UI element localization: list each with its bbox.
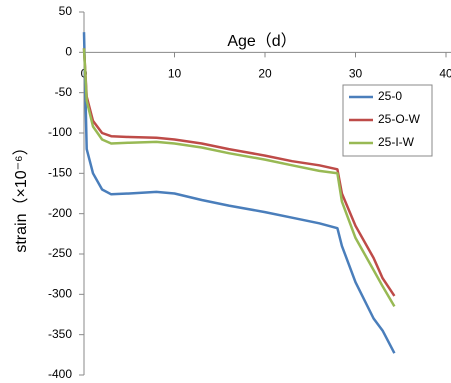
y-tick-label: -250 [48, 246, 72, 260]
x-tick-label: 40 [439, 67, 451, 81]
x-tick-label: 10 [168, 67, 182, 81]
legend-label: 25-O-W [378, 112, 421, 126]
x-tick-label: 20 [258, 67, 272, 81]
y-tick-label: -400 [48, 367, 72, 381]
legend-label: 25-I-W [378, 135, 415, 149]
y-tick-label: 0 [65, 45, 72, 59]
y-axis-label: strain（×10⁻⁶） [12, 139, 30, 252]
y-tick-label: -50 [55, 85, 73, 99]
series-line [82, 48, 396, 297]
y-tick-label: 50 [59, 4, 73, 18]
x-tick-label: 30 [349, 67, 363, 81]
y-tick-label: -150 [48, 166, 72, 180]
chart-title: Age（d） [227, 32, 296, 50]
y-tick-label: -200 [48, 206, 72, 220]
series-line [82, 32, 396, 354]
legend-label: 25-0 [378, 89, 402, 103]
y-tick-label: -100 [48, 125, 72, 139]
y-tick-label: -300 [48, 287, 72, 301]
y-tick-label: -350 [48, 327, 72, 341]
series-line [82, 48, 396, 308]
